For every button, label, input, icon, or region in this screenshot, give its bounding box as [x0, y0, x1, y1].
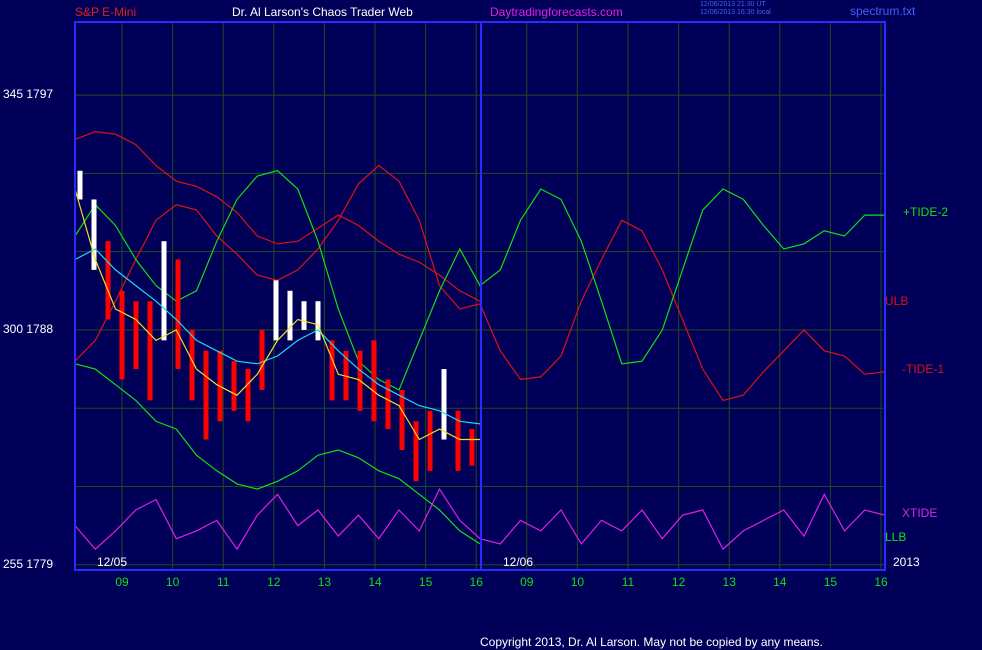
x-tick-label: 12	[267, 575, 281, 589]
x-tick-label: 11	[622, 575, 635, 589]
price-bar	[203, 350, 209, 440]
price-bar	[147, 301, 153, 401]
price-bar	[105, 241, 111, 320]
x-tick-label: 10	[166, 575, 180, 589]
price-bar	[259, 329, 265, 390]
x-tick-label: 13	[318, 575, 332, 589]
legend-label: LLB	[885, 530, 906, 544]
series-line	[74, 363, 481, 545]
price-bar	[231, 361, 237, 411]
copyright: Copyright 2013, Dr. Al Larson. May not b…	[480, 635, 823, 649]
x-tick-label: 12	[672, 575, 686, 589]
x-tick-label: 11	[217, 575, 230, 589]
title: Dr. Al Larson's Chaos Trader Web	[232, 5, 413, 19]
price-bar	[189, 329, 195, 401]
plot-frame	[74, 21, 886, 571]
x-tick-label: 14	[773, 575, 787, 589]
price-bar	[287, 290, 293, 341]
y-tick-label: 255 1779	[3, 557, 53, 571]
price-bar	[119, 290, 125, 380]
stamp: 12/06/2013 21:30 UT	[700, 1, 766, 8]
series-line	[74, 130, 481, 302]
price-bar	[91, 199, 97, 270]
price-bar	[427, 410, 433, 471]
x-tick-label: 13	[723, 575, 737, 589]
price-bar	[77, 170, 83, 200]
price-bar	[469, 429, 475, 466]
price-bar	[161, 241, 167, 341]
y-tick-label: 345 1797	[3, 87, 53, 101]
x-tick-label: 16	[874, 575, 888, 589]
y-tick-label: 300 1788	[3, 322, 53, 336]
price-bar	[413, 421, 419, 482]
price-bar	[385, 379, 391, 430]
x-tick-label: 09	[115, 575, 129, 589]
plot: 345 1797 300 1788 255 1779 09 10 11 12 13 14 15 16…	[3, 21, 948, 589]
x-tick-label: 16	[470, 575, 484, 589]
stamp: 12/06/2013 16:30 local	[700, 9, 771, 16]
x-tick-label: 09	[520, 575, 534, 589]
series-line	[74, 248, 481, 425]
x-tick-label: 15	[419, 575, 433, 589]
price-bar	[245, 369, 251, 422]
price-bar	[273, 280, 279, 341]
date-label: 2013	[893, 555, 920, 569]
legend-label: +TIDE-2	[903, 205, 948, 219]
price-bar	[399, 389, 405, 450]
file-name: spectrum.txt	[850, 4, 916, 18]
x-tick-label: 14	[368, 575, 382, 589]
symbol: S&P E-Mini	[75, 5, 136, 19]
price-bar	[133, 301, 139, 370]
price-bar	[315, 301, 321, 341]
price-bar	[455, 410, 461, 471]
legend-label: XTIDE	[902, 506, 937, 520]
site: Daytradingforecasts.com	[490, 5, 623, 19]
x-tick-label: 15	[824, 575, 838, 589]
series-line	[74, 188, 480, 441]
price-bar	[343, 350, 349, 401]
date-label: 12/05	[97, 555, 127, 569]
date-label: 12/06	[503, 555, 533, 569]
price-bar	[301, 301, 307, 330]
legend-label: -TIDE-1	[902, 362, 944, 376]
x-tick-label: 10	[571, 575, 585, 589]
price-bar	[175, 259, 181, 370]
legend-label: ULB	[885, 294, 908, 308]
price-bar	[329, 340, 335, 401]
price-bar	[441, 369, 447, 440]
